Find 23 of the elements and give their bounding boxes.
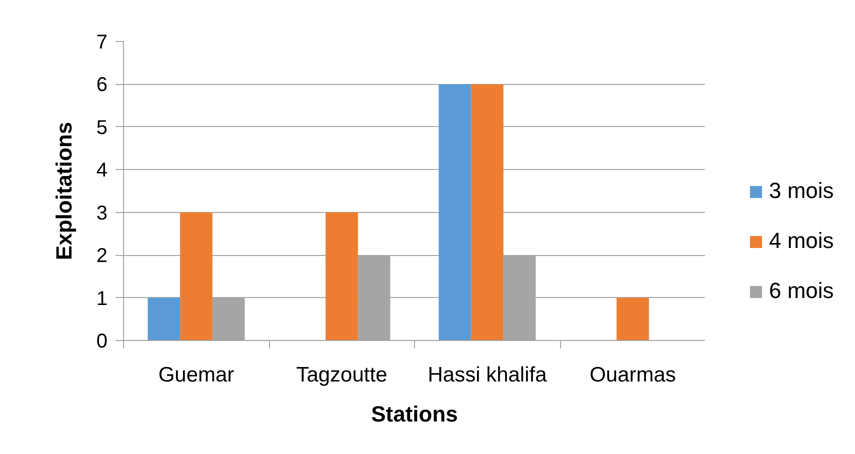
y-tick-label: 3 — [96, 202, 108, 224]
x-axis-title: Stations — [371, 402, 458, 426]
bar — [148, 298, 180, 340]
y-tick-label: 6 — [96, 74, 108, 96]
bar — [471, 84, 504, 340]
y-tick-label: 1 — [96, 288, 108, 310]
bar — [326, 212, 358, 340]
legend-label: 3 mois — [769, 178, 834, 204]
legend-label: 4 mois — [769, 228, 834, 254]
x-tick-label: Hassi khalifa — [428, 364, 548, 386]
bar — [438, 84, 472, 340]
bar — [616, 298, 649, 340]
x-tick-label: Guemar — [158, 364, 234, 386]
x-tick-label: Ouarmas — [590, 364, 676, 386]
y-tick-label: 4 — [96, 160, 108, 182]
y-axis-title: Exploitations — [51, 122, 76, 260]
legend-label: 6 mois — [769, 278, 834, 304]
y-tick-label: 0 — [96, 330, 108, 352]
y-tick-label: 7 — [96, 32, 108, 54]
y-tick-label: 2 — [96, 245, 108, 268]
bar — [180, 212, 212, 340]
y-tick-label: 5 — [96, 116, 108, 139]
x-tick-label: Tagzoutte — [296, 364, 388, 386]
